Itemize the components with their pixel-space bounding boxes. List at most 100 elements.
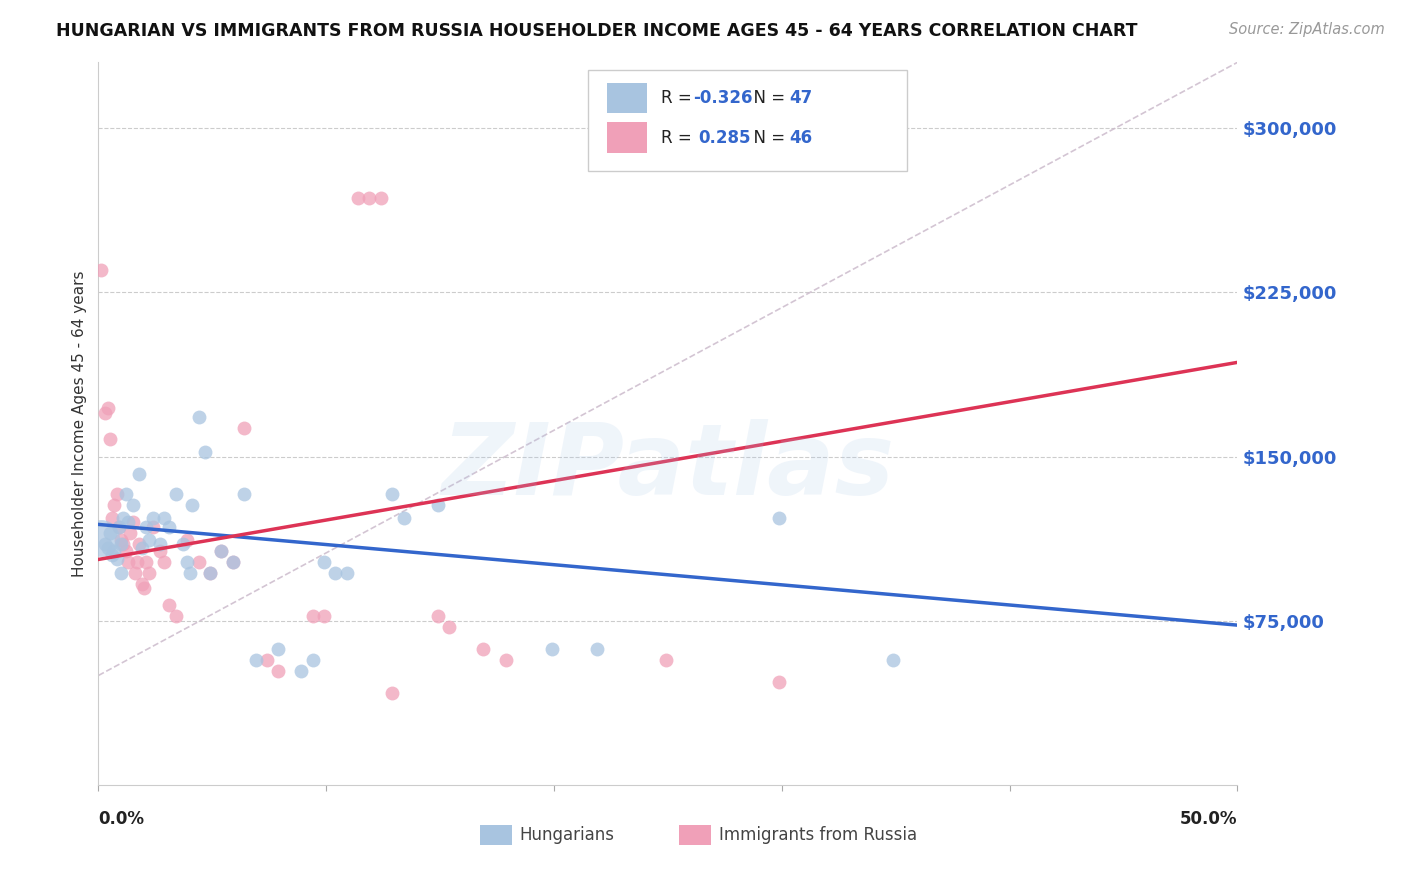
Point bbox=[336, 566, 359, 580]
Point bbox=[172, 537, 194, 551]
Text: ZIPatlas: ZIPatlas bbox=[441, 418, 894, 516]
Point bbox=[426, 609, 449, 624]
Point bbox=[90, 531, 112, 545]
Point bbox=[142, 511, 165, 525]
Point bbox=[157, 519, 180, 533]
Point bbox=[392, 511, 415, 525]
Point bbox=[654, 653, 676, 667]
Text: R =: R = bbox=[661, 89, 697, 107]
Point bbox=[138, 533, 160, 547]
Point bbox=[98, 526, 121, 541]
Text: N =: N = bbox=[742, 128, 790, 146]
Point bbox=[127, 555, 149, 569]
Point bbox=[540, 642, 562, 657]
Point bbox=[165, 609, 187, 624]
Point bbox=[157, 599, 180, 613]
Point bbox=[768, 511, 790, 525]
Point bbox=[112, 511, 135, 525]
Point bbox=[437, 620, 460, 634]
Text: Source: ZipAtlas.com: Source: ZipAtlas.com bbox=[1229, 22, 1385, 37]
Point bbox=[245, 653, 267, 667]
Point bbox=[110, 537, 132, 551]
FancyBboxPatch shape bbox=[588, 70, 907, 171]
Point bbox=[105, 487, 128, 501]
Point bbox=[495, 653, 517, 667]
Point bbox=[138, 566, 160, 580]
Point bbox=[110, 566, 132, 580]
Point bbox=[149, 543, 172, 558]
Point bbox=[96, 401, 118, 416]
Point bbox=[323, 566, 346, 580]
Text: Immigrants from Russia: Immigrants from Russia bbox=[718, 826, 917, 844]
Point bbox=[179, 566, 201, 580]
Bar bbox=[679, 825, 711, 845]
Point bbox=[381, 487, 404, 501]
Text: 46: 46 bbox=[790, 128, 813, 146]
Point bbox=[301, 653, 323, 667]
Y-axis label: Householder Income Ages 45 - 64 years: Householder Income Ages 45 - 64 years bbox=[72, 270, 87, 577]
Point bbox=[153, 511, 176, 525]
Point bbox=[117, 515, 139, 529]
Point bbox=[198, 566, 221, 580]
Point bbox=[176, 533, 198, 547]
Point bbox=[112, 537, 135, 551]
Point bbox=[267, 664, 290, 678]
Point bbox=[131, 576, 153, 591]
Point bbox=[359, 191, 381, 205]
Point bbox=[301, 609, 323, 624]
Point bbox=[233, 421, 256, 435]
Point bbox=[290, 664, 312, 678]
Bar bbox=[607, 83, 647, 113]
Point bbox=[135, 519, 157, 533]
Point bbox=[132, 581, 155, 595]
Text: R =: R = bbox=[661, 128, 702, 146]
Point bbox=[180, 498, 202, 512]
Point bbox=[267, 642, 290, 657]
Bar bbox=[607, 122, 647, 153]
Point bbox=[187, 555, 209, 569]
Point bbox=[768, 675, 790, 690]
Point bbox=[96, 541, 118, 556]
Point bbox=[222, 555, 245, 569]
Text: 47: 47 bbox=[790, 89, 813, 107]
Point bbox=[108, 519, 131, 533]
Text: N =: N = bbox=[742, 89, 790, 107]
Point bbox=[233, 487, 256, 501]
Point bbox=[135, 555, 157, 569]
Text: 0.285: 0.285 bbox=[699, 128, 751, 146]
Text: 50.0%: 50.0% bbox=[1180, 810, 1237, 829]
Point bbox=[124, 566, 146, 580]
Point bbox=[882, 653, 904, 667]
Point bbox=[142, 519, 165, 533]
Point bbox=[153, 555, 176, 569]
Point bbox=[176, 555, 198, 569]
Point bbox=[347, 191, 370, 205]
Point bbox=[426, 498, 449, 512]
Point bbox=[222, 555, 245, 569]
Text: 0.0%: 0.0% bbox=[98, 810, 145, 829]
Point bbox=[121, 515, 143, 529]
Point bbox=[370, 191, 392, 205]
Point bbox=[103, 498, 125, 512]
Point bbox=[187, 410, 209, 425]
Point bbox=[256, 653, 278, 667]
Text: -0.326: -0.326 bbox=[693, 89, 752, 107]
Point bbox=[194, 445, 217, 459]
Point bbox=[128, 467, 150, 481]
Point bbox=[117, 555, 139, 569]
Point bbox=[165, 487, 187, 501]
Point bbox=[128, 537, 150, 551]
Point bbox=[121, 498, 143, 512]
Point bbox=[472, 642, 495, 657]
Point bbox=[209, 543, 232, 558]
Point bbox=[105, 552, 128, 566]
Point bbox=[103, 543, 125, 558]
Point bbox=[108, 519, 131, 533]
Point bbox=[114, 487, 136, 501]
Point bbox=[114, 543, 136, 558]
Point bbox=[94, 537, 117, 551]
Text: HUNGARIAN VS IMMIGRANTS FROM RUSSIA HOUSEHOLDER INCOME AGES 45 - 64 YEARS CORREL: HUNGARIAN VS IMMIGRANTS FROM RUSSIA HOUS… bbox=[56, 22, 1137, 40]
Point bbox=[198, 566, 221, 580]
Point bbox=[101, 511, 124, 525]
Point bbox=[312, 609, 335, 624]
